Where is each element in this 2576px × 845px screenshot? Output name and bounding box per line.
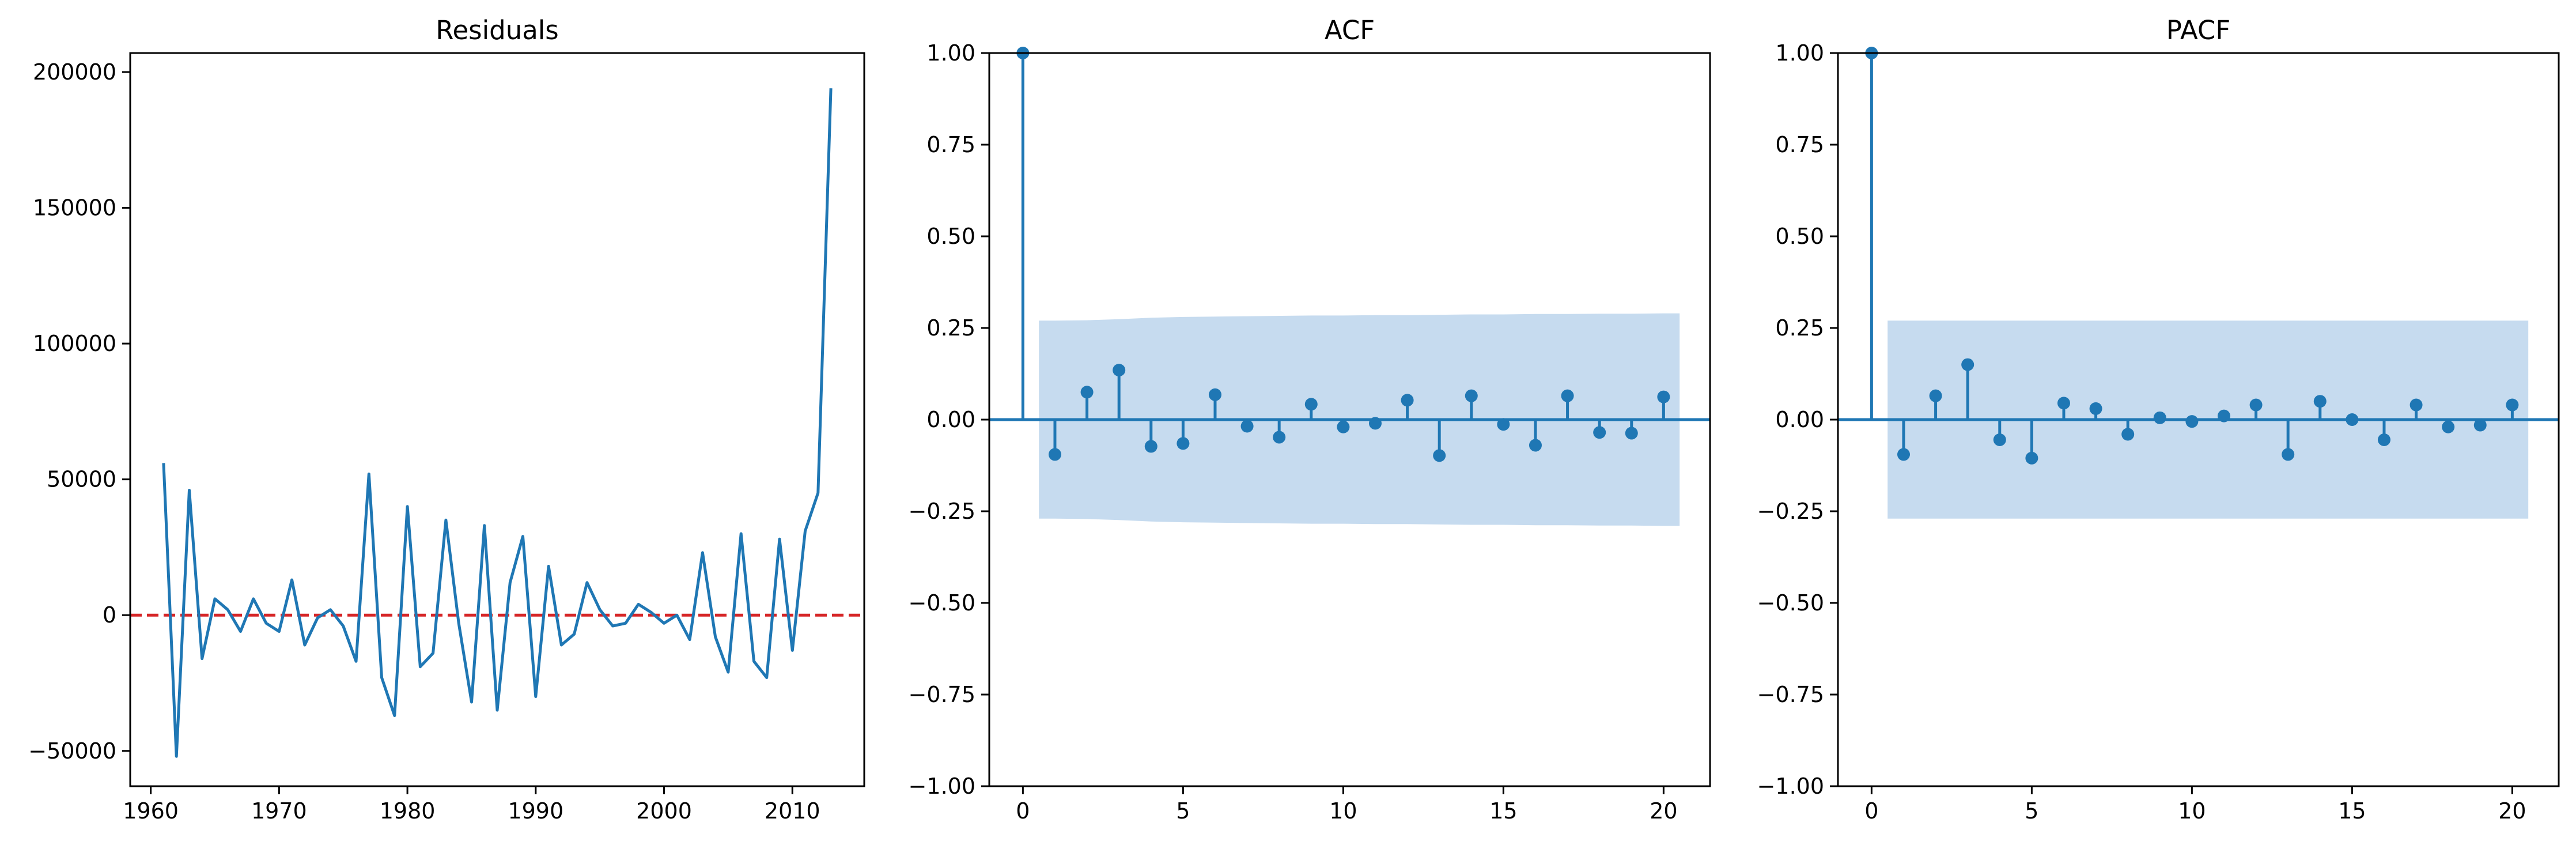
acf-marker-lag-5 bbox=[1177, 437, 1190, 450]
pacf-ytick-label: 0.50 bbox=[1775, 224, 1824, 249]
acf-marker-lag-11 bbox=[1368, 417, 1382, 430]
pacf-marker-lag-2 bbox=[1929, 389, 1942, 402]
residuals-ytick-label: 200000 bbox=[33, 59, 116, 85]
acf-ytick-label: 1.00 bbox=[926, 40, 975, 66]
acf-marker-lag-2 bbox=[1080, 386, 1094, 399]
acf-marker-lag-18 bbox=[1593, 426, 1606, 439]
pacf-marker-lag-7 bbox=[2089, 402, 2102, 415]
residuals-ytick-label: 100000 bbox=[33, 331, 116, 356]
pacf-marker-lag-8 bbox=[2121, 428, 2135, 441]
residuals-ytick-label: 0 bbox=[103, 602, 116, 628]
acf-xtick-label: 15 bbox=[1489, 798, 1517, 824]
pacf-marker-lag-6 bbox=[2057, 397, 2070, 410]
pacf-ytick-label: −1.00 bbox=[1757, 774, 1824, 799]
acf-marker-lag-19 bbox=[1625, 427, 1638, 440]
pacf-marker-lag-10 bbox=[2185, 415, 2199, 428]
pacf-marker-lag-15 bbox=[2346, 413, 2359, 426]
pacf-marker-lag-19 bbox=[2473, 418, 2487, 432]
acf-xtick-label: 20 bbox=[1650, 798, 1677, 824]
acf-marker-lag-3 bbox=[1113, 364, 1126, 377]
residuals-series-line bbox=[162, 88, 833, 758]
acf-marker-lag-14 bbox=[1465, 389, 1478, 402]
pacf-ytick-label: 0.75 bbox=[1775, 132, 1824, 157]
acf-marker-lag-13 bbox=[1433, 449, 1446, 462]
pacf-xtick-label: 0 bbox=[1864, 798, 1878, 824]
pacf-xtick-label: 20 bbox=[2498, 798, 2526, 824]
acf-title: ACF bbox=[1325, 15, 1375, 46]
acf-panel: 0 5 10 15 20 −1.00 −0.75 −0.50 −0.25 0.00 0.25 0.50… bbox=[909, 15, 1711, 824]
acf-marker-lag-12 bbox=[1401, 394, 1414, 407]
acf-marker-lag-20 bbox=[1657, 390, 1670, 403]
residuals-ytick-label: −50000 bbox=[28, 738, 116, 764]
pacf-ytick-label: −0.25 bbox=[1757, 499, 1824, 524]
pacf-marker-lag-5 bbox=[2025, 451, 2038, 465]
pacf-marker-lag-17 bbox=[2409, 398, 2423, 412]
pacf-ytick-label: −0.50 bbox=[1757, 590, 1824, 616]
pacf-ytick-label: 0.00 bbox=[1775, 407, 1824, 432]
acf-marker-lag-7 bbox=[1240, 420, 1254, 433]
acf-ytick-label: −0.25 bbox=[909, 499, 975, 524]
pacf-ytick-label: −0.75 bbox=[1757, 682, 1824, 707]
acf-marker-lag-10 bbox=[1337, 420, 1350, 433]
pacf-ytick-label: 0.25 bbox=[1775, 315, 1824, 341]
residuals-ytick-label: 50000 bbox=[47, 467, 116, 492]
residuals-xtick-label: 1990 bbox=[508, 798, 563, 824]
pacf-marker-lag-14 bbox=[2313, 395, 2327, 408]
acf-marker-lag-6 bbox=[1208, 388, 1221, 401]
residuals-title: Residuals bbox=[436, 15, 559, 46]
acf-marker-lag-1 bbox=[1048, 448, 1061, 461]
pacf-panel: 0 5 10 15 20 −1.00 −0.75 −0.50 −0.25 0.00 0.25 0.50… bbox=[1757, 15, 2560, 824]
acf-marker-lag-16 bbox=[1529, 439, 1542, 452]
pacf-marker-lag-18 bbox=[2442, 420, 2455, 433]
acf-ytick-label: −0.50 bbox=[909, 590, 975, 616]
pacf-xtick-label: 5 bbox=[2025, 798, 2038, 824]
acf-xtick-label: 10 bbox=[1329, 798, 1357, 824]
pacf-marker-lag-12 bbox=[2249, 398, 2263, 412]
acf-marker-lag-15 bbox=[1497, 418, 1510, 431]
acf-marker-lag-8 bbox=[1273, 431, 1286, 444]
acf-ytick-label: 0.00 bbox=[926, 407, 975, 432]
acf-ytick-label: −0.75 bbox=[909, 682, 975, 707]
pacf-marker-lag-13 bbox=[2282, 448, 2295, 461]
residuals-xtick-label: 1960 bbox=[123, 798, 179, 824]
pacf-marker-lag-16 bbox=[2377, 433, 2390, 446]
acf-marker-lag-17 bbox=[1561, 389, 1574, 402]
residuals-axes-frame bbox=[129, 52, 865, 787]
acf-ytick-label: 0.25 bbox=[926, 315, 975, 341]
residuals-xtick-label: 2010 bbox=[765, 798, 820, 824]
pacf-xtick-label: 10 bbox=[2178, 798, 2206, 824]
acf-ytick-label: 0.75 bbox=[926, 132, 975, 157]
pacf-title: PACF bbox=[2166, 15, 2231, 46]
residuals-xtick-label: 1980 bbox=[380, 798, 436, 824]
pacf-xtick-label: 15 bbox=[2338, 798, 2366, 824]
pacf-ytick-label: 1.00 bbox=[1775, 40, 1824, 66]
pacf-marker-lag-20 bbox=[2506, 398, 2519, 412]
residuals-xtick-label: 2000 bbox=[636, 798, 692, 824]
acf-marker-lag-9 bbox=[1304, 398, 1318, 411]
acf-xtick-label: 5 bbox=[1176, 798, 1190, 824]
acf-ytick-label: 0.50 bbox=[926, 224, 975, 249]
pacf-marker-lag-1 bbox=[1897, 448, 1910, 461]
residuals-ytick-label: 150000 bbox=[33, 195, 116, 221]
residuals-panel: 1960 1970 1980 1990 2000 2010 −50000 0 50000 1000… bbox=[28, 15, 865, 824]
pacf-marker-lag-3 bbox=[1961, 358, 1974, 371]
residuals-xtick-label: 1970 bbox=[251, 798, 307, 824]
pacf-marker-lag-11 bbox=[2217, 409, 2230, 423]
acf-ytick-label: −1.00 bbox=[909, 774, 975, 799]
pacf-marker-lag-9 bbox=[2153, 411, 2166, 424]
pacf-marker-lag-4 bbox=[1993, 433, 2006, 446]
acf-xtick-label: 0 bbox=[1016, 798, 1030, 824]
acf-marker-lag-4 bbox=[1144, 440, 1158, 453]
